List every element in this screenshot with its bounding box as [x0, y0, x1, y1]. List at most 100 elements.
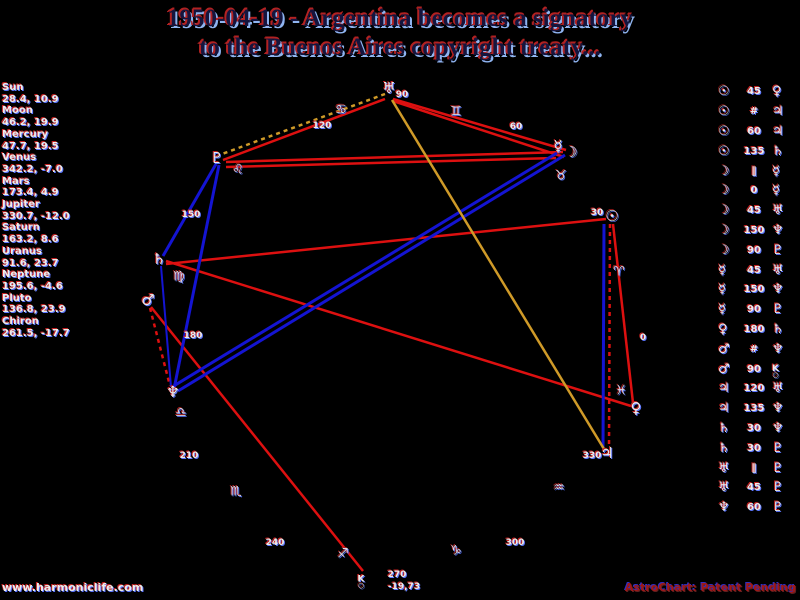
aspect-row-moon-mercury: ☽ 0 ☿ — [718, 181, 798, 201]
aspect-value: 45 — [747, 264, 761, 276]
sign-glyph-libra: ♎ — [175, 405, 187, 421]
planet-glyph-chiron: K ○ — [358, 568, 365, 589]
planet-coords-mars: 173.4, 4.9 — [2, 187, 59, 199]
aspect-line-pluto-saturn-30 — [161, 163, 218, 257]
saturn-icon: ♄ — [718, 440, 730, 456]
moon-icon: ☽ — [718, 203, 730, 219]
tick-label-0: 0 — [639, 333, 647, 343]
planet-name-moon: Moon — [2, 105, 33, 117]
jupiter-icon: ♃ — [772, 123, 784, 139]
planet-coords-venus: 342.2, -7.0 — [2, 163, 63, 175]
planet-name-mars: Mars — [2, 175, 30, 187]
chiron-icon: K ○ — [357, 574, 365, 590]
aspect-value: 45 — [747, 86, 761, 98]
sun-icon: ☉ — [718, 104, 730, 120]
tick-label-180: 180 — [183, 331, 203, 341]
aspect-line-moon-neptune-150 — [177, 153, 566, 393]
sun-icon: ☉ — [718, 84, 730, 100]
tick-label-330: 330 — [582, 451, 602, 461]
aspect-row-jupiter-neptune: ♃ 135 ♆ — [718, 399, 798, 419]
aspect-row-uranus-pluto: ♅ 45 ♇ — [718, 478, 798, 498]
planet-glyph-neptune: ♆ — [166, 383, 180, 401]
sign-glyph-gemini: ♊ — [450, 104, 462, 120]
aspect-value: 135 — [743, 145, 765, 157]
uranus-icon: ♅ — [772, 262, 784, 278]
planet-glyph-mercury: ☿ — [553, 137, 563, 155]
pluto-icon: ♇ — [772, 460, 784, 476]
aspect-row-mars-neptune: ♂ # ♆ — [718, 339, 798, 359]
sun-icon: ☉ — [718, 143, 730, 159]
sign-glyph-leo: ♌ — [232, 162, 244, 178]
planet-glyph-saturn: ♄ — [152, 250, 166, 268]
aspect-line-pluto-neptune-60 — [172, 164, 221, 390]
aspect-row-venus-saturn: ♀ 180 ♄ — [718, 320, 798, 340]
aspect-row-sun-jupiter: ☉ # ♃ — [718, 102, 798, 122]
aspect-row-mercury-pluto: ☿ 90 ♇ — [718, 300, 798, 320]
sign-glyph-cancer: ♋ — [335, 102, 347, 118]
uranus-icon: ♅ — [718, 480, 730, 496]
aspect-line-mercury-neptune-150 — [171, 151, 558, 389]
planet-coords-saturn: 163.2, 8.6 — [2, 234, 59, 246]
aspect-value: 150 — [743, 224, 765, 236]
tick-label-90: 90 — [395, 90, 409, 100]
aspect-row-neptune-pluto: ♆ 60 ♇ — [718, 498, 798, 518]
sign-glyph-sagittarius: ♐ — [337, 546, 349, 562]
tick-label-240: 240 — [265, 538, 285, 548]
sign-glyph-aquarius: ♒ — [553, 480, 565, 496]
aspect-row-mercury-uranus: ☿ 45 ♅ — [718, 260, 798, 280]
website-link[interactable]: www.harmoniclife.com — [2, 581, 144, 594]
aspect-row-moon-neptune: ☽ 150 ♆ — [718, 221, 798, 241]
mars-icon: ♂ — [718, 361, 730, 377]
pluto-icon: ♇ — [772, 480, 784, 496]
aspect-line-moon-pluto-90 — [225, 150, 564, 164]
sign-glyph-aries: ♈ — [613, 264, 625, 280]
saturn-icon: ♄ — [772, 321, 784, 337]
tick-label-150: 150 — [181, 210, 201, 220]
aspect-value: # — [749, 343, 759, 355]
venus-icon: ♀ — [718, 321, 728, 337]
saturn-icon: ♄ — [718, 420, 730, 436]
aspect-line-venus-saturn-180 — [165, 259, 632, 408]
aspect-value: ∥ — [751, 165, 757, 177]
aspect-line-mercury-pluto-90 — [225, 156, 557, 169]
aspect-value: 150 — [743, 284, 765, 296]
pluto-icon: ♇ — [772, 440, 784, 456]
aspect-value: 45 — [747, 205, 761, 217]
sign-glyph-virgo: ♍ — [173, 269, 185, 285]
aspect-value: ∥ — [751, 462, 757, 474]
pluto-icon: ♇ — [772, 500, 784, 516]
jupiter-icon: ♃ — [718, 401, 730, 417]
neptune-icon: ♆ — [772, 282, 784, 298]
aspect-value: 135 — [743, 403, 765, 415]
neptune-icon: ♆ — [772, 420, 784, 436]
aspect-row-sun-venus: ☉ 45 ♀ — [718, 82, 798, 102]
aspect-value: 60 — [747, 125, 761, 137]
aspect-row-uranus-pluto: ♅ ∥ ♇ — [718, 458, 798, 478]
neptune-icon: ♆ — [772, 341, 784, 357]
aspect-line-sun-venus-45 — [611, 223, 635, 404]
jupiter-icon: ♃ — [772, 104, 784, 120]
planet-coords-neptune: 195.6, -4.6 — [2, 280, 63, 292]
title-line-1: 1950-04-19 - Argentina becomes a signato… — [167, 5, 633, 32]
aspect-row-saturn-neptune: ♄ 30 ♆ — [718, 419, 798, 439]
aspect-value: 30 — [747, 422, 761, 434]
mercury-icon: ☿ — [772, 163, 780, 179]
planet-name-venus: Venus — [2, 152, 37, 164]
aspect-line-sun-jupiter-contraparallel — [607, 223, 612, 449]
tick-label-120: 120 — [312, 121, 332, 131]
aspect-value: 30 — [747, 442, 761, 454]
aspect-line-uranus-moon-45 — [392, 97, 567, 152]
aspect-row-saturn-pluto: ♄ 30 ♇ — [718, 438, 798, 458]
chiron-icon: K ○ — [772, 360, 792, 379]
moon-icon: ☽ — [718, 242, 730, 258]
planet-glyph-sun: ☉ — [605, 207, 619, 225]
aspect-value: 0 — [750, 185, 758, 197]
moon-icon: ☽ — [718, 222, 730, 238]
title-line-2: to the Buenos Aires copyright treaty... — [199, 34, 601, 61]
sign-glyph-pisces: ♓ — [615, 383, 627, 399]
sign-glyph-scorpio: ♏ — [230, 484, 242, 500]
planet-coords-uranus: 91.6, 23.7 — [2, 257, 59, 269]
planet-positions-panel: Sun 28.4, 10.9 Moon 46.2, 19.9 Mercury 47.7, … — [2, 82, 112, 339]
aspect-row-moon-mercury: ☽ ∥ ☿ — [718, 161, 798, 181]
